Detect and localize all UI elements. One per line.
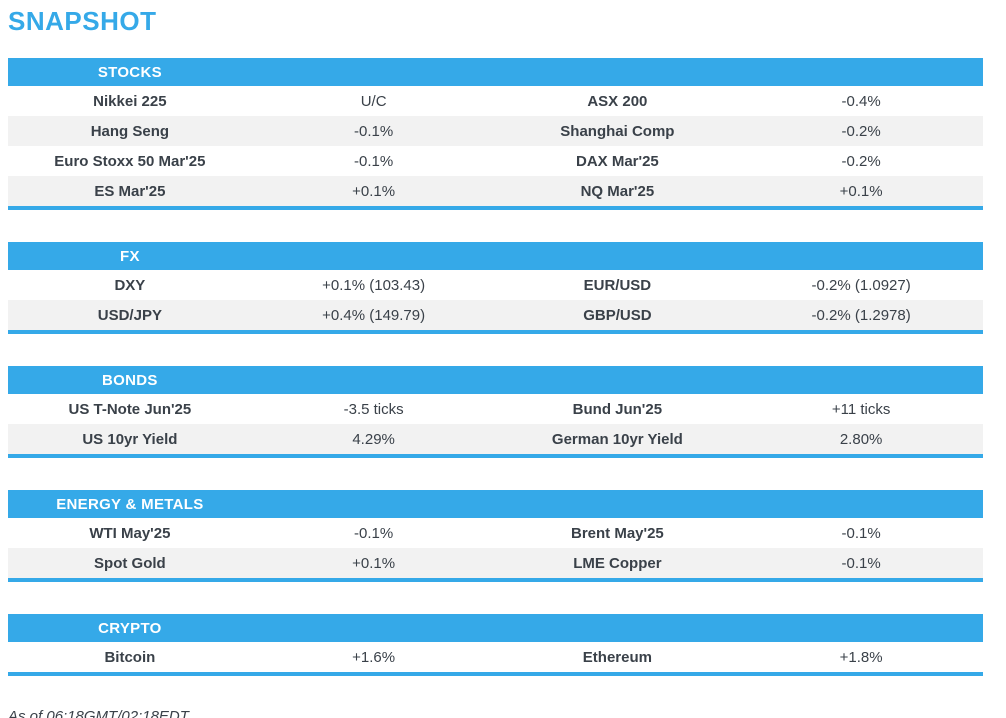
- instrument-value: +0.1%: [839, 182, 883, 200]
- section-title: ENERGY & METALS: [56, 495, 204, 513]
- instrument-label: Bitcoin: [104, 648, 156, 666]
- table-row: Hang Seng -0.1% Shanghai Comp -0.2%: [8, 116, 983, 146]
- instrument-label: Bund Jun'25: [572, 400, 663, 418]
- section-title: CRYPTO: [98, 619, 162, 637]
- instrument-label: Euro Stoxx 50 Mar'25: [54, 152, 206, 170]
- instrument-value: -0.1%: [354, 122, 394, 140]
- instrument-value: -0.2%: [841, 122, 881, 140]
- table-row: Euro Stoxx 50 Mar'25 -0.1% DAX Mar'25 -0…: [8, 146, 983, 176]
- page-title: SNAPSHOT: [8, 6, 157, 36]
- instrument-label: USD/JPY: [97, 306, 162, 324]
- table-row: Nikkei 225 U/C ASX 200 -0.4%: [8, 86, 983, 116]
- instrument-label: Hang Seng: [90, 122, 170, 140]
- table-row: Bitcoin +1.6% Ethereum +1.8%: [8, 642, 983, 672]
- section-bonds: BONDS US T-Note Jun'25 -3.5 ticks Bund J…: [8, 366, 983, 458]
- section-stocks: STOCKS Nikkei 225 U/C ASX 200 -0.4% Hang…: [8, 58, 983, 210]
- instrument-value: -0.4%: [841, 92, 881, 110]
- table-row: ES Mar'25 +0.1% NQ Mar'25 +0.1%: [8, 176, 983, 206]
- section-header: FX: [8, 242, 983, 270]
- instrument-value: -0.1%: [841, 524, 881, 542]
- table-row: WTI May'25 -0.1% Brent May'25 -0.1%: [8, 518, 983, 548]
- section-title: FX: [119, 247, 140, 265]
- instrument-value: +1.8%: [839, 648, 883, 666]
- table-row: US T-Note Jun'25 -3.5 ticks Bund Jun'25 …: [8, 394, 983, 424]
- instrument-label: Shanghai Comp: [560, 122, 675, 140]
- section-title: BONDS: [102, 371, 158, 389]
- instrument-label: Spot Gold: [94, 554, 166, 572]
- instrument-value: +0.4% (149.79): [322, 306, 426, 324]
- section-header: BONDS: [8, 366, 983, 394]
- table-row: USD/JPY +0.4% (149.79) GBP/USD -0.2% (1.…: [8, 300, 983, 330]
- table-row: Spot Gold +0.1% LME Copper -0.1%: [8, 548, 983, 578]
- instrument-label: Brent May'25: [570, 524, 664, 542]
- instrument-value: 4.29%: [352, 430, 395, 448]
- instrument-value: -0.2% (1.0927): [811, 276, 911, 294]
- instrument-value: +1.6%: [352, 648, 396, 666]
- section-title: STOCKS: [97, 63, 162, 81]
- section-header: STOCKS: [8, 58, 983, 86]
- instrument-value: +0.1%: [352, 182, 396, 200]
- section-header: CRYPTO: [8, 614, 983, 642]
- instrument-label: Nikkei 225: [93, 92, 167, 110]
- section-energy-metals: ENERGY & METALS WTI May'25 -0.1% Brent M…: [8, 490, 983, 582]
- section-header: ENERGY & METALS: [8, 490, 983, 518]
- instrument-label: Ethereum: [582, 648, 652, 666]
- instrument-label: WTI May'25: [89, 524, 171, 542]
- instrument-label: US T-Note Jun'25: [68, 400, 192, 418]
- timestamp: As of 06:18GMT/02:18EDT: [8, 708, 189, 718]
- instrument-value: +0.1%: [352, 554, 396, 572]
- instrument-label: LME Copper: [573, 554, 662, 572]
- instrument-label: DXY: [114, 276, 146, 294]
- instrument-label: EUR/USD: [583, 276, 652, 294]
- instrument-value: -0.1%: [841, 554, 881, 572]
- instrument-label: US 10yr Yield: [82, 430, 178, 448]
- instrument-value: -0.2%: [841, 152, 881, 170]
- instrument-value: -3.5 ticks: [343, 400, 404, 418]
- instrument-label: ASX 200: [587, 92, 648, 110]
- instrument-value: -0.2% (1.2978): [811, 306, 911, 324]
- instrument-value: 2.80%: [839, 430, 883, 448]
- instrument-label: DAX Mar'25: [575, 152, 659, 170]
- section-fx: FX DXY +0.1% (103.43) EUR/USD -0.2% (1.0…: [8, 242, 983, 334]
- instrument-label: ES Mar'25: [94, 182, 166, 200]
- instrument-label: NQ Mar'25: [580, 182, 655, 200]
- section-crypto: CRYPTO Bitcoin +1.6% Ethereum +1.8%: [8, 614, 983, 676]
- instrument-value: U/C: [360, 92, 387, 110]
- instrument-value: -0.1%: [354, 152, 394, 170]
- instrument-value: +11 ticks: [831, 400, 891, 418]
- instrument-value: +0.1% (103.43): [322, 276, 426, 294]
- instrument-value: -0.1%: [354, 524, 394, 542]
- instrument-label: GBP/USD: [583, 306, 652, 324]
- table-row: DXY +0.1% (103.43) EUR/USD -0.2% (1.0927…: [8, 270, 983, 300]
- instrument-label: German 10yr Yield: [551, 430, 683, 448]
- table-row: US 10yr Yield 4.29% German 10yr Yield 2.…: [8, 424, 983, 454]
